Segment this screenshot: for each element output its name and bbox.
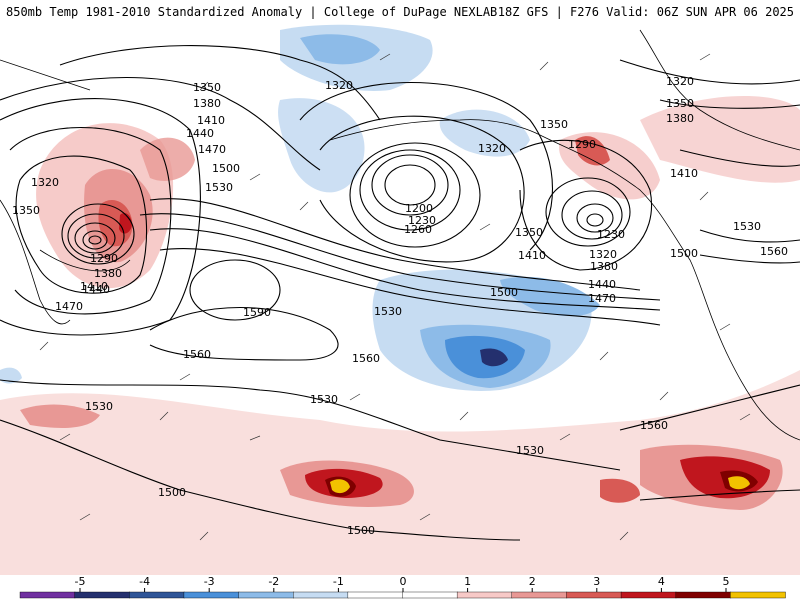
legend-color-swatch (730, 591, 786, 599)
contour-label: 1560 (640, 419, 668, 432)
contour-label: 1260 (404, 223, 432, 236)
contour-label: 1530 (310, 393, 338, 406)
legend-tick-label: 5 (723, 575, 730, 588)
legend-tick-label: -1 (333, 575, 344, 588)
contour-label: 1440 (588, 278, 616, 291)
contour-label: 1440 (82, 283, 110, 296)
model-run-info: 18Z GFS | F276 Valid: 06Z SUN APR 06 202… (497, 5, 794, 19)
legend-tick-label: 0 (400, 575, 407, 588)
contour-label: 1380 (193, 97, 221, 110)
contour-label: 1320 (31, 176, 59, 189)
legend-tick-label: 4 (658, 575, 665, 588)
map-title: 850mb Temp 1981-2010 Standardized Anomal… (6, 5, 498, 19)
contour-label: 1200 (405, 202, 433, 215)
legend-tick-label: -4 (139, 575, 150, 588)
contour-label: 1530 (516, 444, 544, 457)
contour-label: 1350 (515, 226, 543, 239)
contour-label: 1470 (198, 143, 226, 156)
contour-label: 1530 (85, 400, 113, 413)
contour-label: 1560 (760, 245, 788, 258)
legend-color-bar (19, 591, 786, 599)
contour-label: 1530 (374, 305, 402, 318)
warm-anomaly-shading (0, 96, 800, 575)
legend-color-swatch (74, 591, 130, 599)
legend-color-swatch (511, 591, 568, 599)
contour-label: 1350 (12, 204, 40, 217)
legend-tick-label: -3 (204, 575, 215, 588)
legend-color-swatch (183, 591, 240, 599)
legend-color-swatch (620, 591, 677, 599)
contour-label: 1290 (568, 138, 596, 151)
contour-label: 1320 (589, 248, 617, 261)
contour-label: 1230 (408, 214, 436, 227)
height-contours (0, 45, 800, 541)
contour-label: 1410 (670, 167, 698, 180)
contour-label: 1500 (212, 162, 240, 175)
contour-label: 1320 (478, 142, 506, 155)
legend-color-swatch (293, 591, 349, 599)
contour-label: 1470 (55, 300, 83, 313)
legend-color-swatch (129, 591, 185, 599)
legend-color-swatch (347, 591, 404, 599)
contour-labels: 1350138014101440147015001530132013501290… (12, 75, 788, 537)
anomaly-map: 1350 1380 1410 1440 1470 1500 1530 1320 1350 1290… (0, 24, 800, 575)
contour-label: 1380 (590, 260, 618, 273)
legend-color-swatch (566, 591, 622, 599)
contour-label: 1230 (597, 228, 625, 241)
legend-tick-label: 1 (464, 575, 471, 588)
contour-label: 1410 (518, 249, 546, 262)
contour-label: 1290 (90, 252, 118, 265)
legend-tick-labels: -5 -4 -3 -2 -1 0 1 2 3 4 5 (75, 575, 730, 592)
contour-label: 1530 (205, 181, 233, 194)
contour-label: 1380 (94, 267, 122, 280)
contour-label: 1560 (352, 352, 380, 365)
title-bar: 850mb Temp 1981-2010 Standardized Anomal… (0, 0, 800, 22)
contour-label: 1350 (540, 118, 568, 131)
legend-tick-label: -2 (268, 575, 279, 588)
contour-label: 1560 (183, 348, 211, 361)
legend-tick-label: 2 (529, 575, 536, 588)
contour-label: 1320 (325, 79, 353, 92)
coastlines (0, 29, 800, 441)
legend-color-swatch (456, 591, 513, 599)
contour-label: 1350 (193, 81, 221, 94)
color-scale-legend: -5 -4 -3 -2 -1 0 1 2 3 4 5 (0, 575, 800, 600)
contour-label: 1500 (158, 486, 186, 499)
legend-color-swatch (675, 591, 732, 599)
contour-label: 1380 (666, 112, 694, 125)
contour-label: 1500 (490, 286, 518, 299)
contour-label: 1440 (186, 127, 214, 140)
contour-label: 1320 (666, 75, 694, 88)
contour-label: 1470 (588, 292, 616, 305)
contour-label: 1590 (243, 306, 271, 319)
contour-label: 1410 (197, 114, 225, 127)
legend-tick-label: -5 (75, 575, 86, 588)
wind-barbs (39, 53, 751, 541)
legend-tick-label: 3 (593, 575, 600, 588)
legend-color-swatch (402, 591, 458, 599)
contour-label: 1530 (733, 220, 761, 233)
legend-color-swatch (19, 591, 76, 599)
legend-color-swatch (238, 591, 294, 599)
contour-label: 1500 (670, 247, 698, 260)
contour-label: 1500 (347, 524, 375, 537)
contour-label: 1350 (666, 97, 694, 110)
contour-label: 1410 (80, 280, 108, 293)
